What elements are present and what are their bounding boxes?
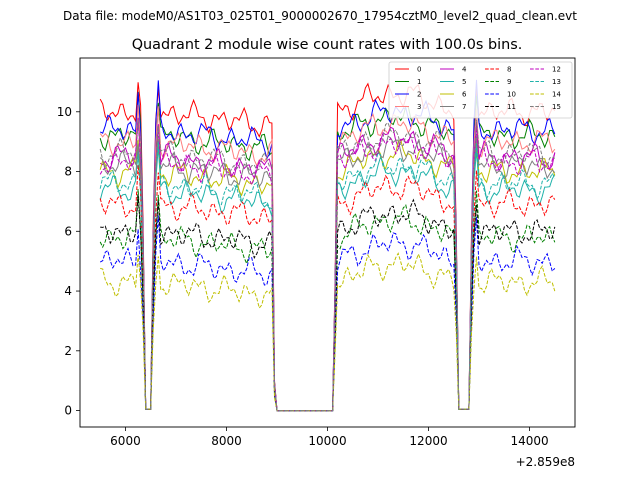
y-tick-label: 0 — [64, 404, 72, 418]
legend-label: 15 — [552, 103, 561, 111]
series-line-10 — [99, 215, 556, 412]
series-line-7 — [99, 135, 556, 412]
legend-label: 10 — [507, 91, 516, 99]
series-layer — [99, 79, 556, 412]
x-offset-label: +2.859e8 — [516, 455, 575, 469]
series-line-2 — [99, 79, 556, 412]
x-tick-label: 8000 — [211, 434, 242, 448]
legend-label: 7 — [462, 103, 466, 111]
y-tick-label: 6 — [64, 224, 72, 238]
series-line-14 — [100, 252, 556, 412]
x-tick-label: 12000 — [409, 434, 447, 448]
series-line-0 — [99, 82, 556, 412]
legend-label: 9 — [507, 78, 511, 86]
legend-box — [388, 61, 573, 119]
legend-label: 4 — [462, 66, 467, 74]
x-tick-label: 14000 — [510, 434, 548, 448]
series-line-15 — [99, 119, 556, 412]
series-line-11 — [100, 194, 556, 412]
y-axis: 0 2 4 6 8 10 — [57, 105, 80, 418]
y-tick-label: 10 — [57, 105, 72, 119]
legend-label: 13 — [552, 78, 561, 86]
legend-label: 2 — [417, 91, 421, 99]
legend-label: 5 — [462, 78, 466, 86]
legend-label: 1 — [417, 78, 421, 86]
y-tick-label: 4 — [64, 284, 72, 298]
legend-label: 8 — [507, 66, 511, 74]
chart-title: Quadrant 2 module wise count rates with … — [132, 37, 523, 53]
series-line-8 — [99, 165, 556, 412]
legend-label: 3 — [417, 103, 421, 111]
legend-label: 14 — [552, 91, 561, 99]
y-tick-label: 2 — [64, 344, 72, 358]
legend-label: 11 — [507, 103, 516, 111]
series-line-1 — [99, 91, 556, 412]
x-axis: 6000 8000 10000 12000 14000 — [110, 427, 549, 448]
x-tick-label: 6000 — [110, 434, 141, 448]
legend-label: 0 — [417, 66, 421, 74]
series-line-9 — [99, 189, 556, 412]
series-line-3 — [99, 104, 556, 412]
y-tick-label: 8 — [64, 165, 72, 179]
x-tick-label: 10000 — [308, 434, 346, 448]
suptitle: Data file: modeM0/AS1T03_025T01_90000026… — [63, 9, 577, 23]
legend-label: 12 — [552, 66, 561, 74]
legend-label: 6 — [462, 91, 467, 99]
series-line-6 — [99, 139, 556, 412]
